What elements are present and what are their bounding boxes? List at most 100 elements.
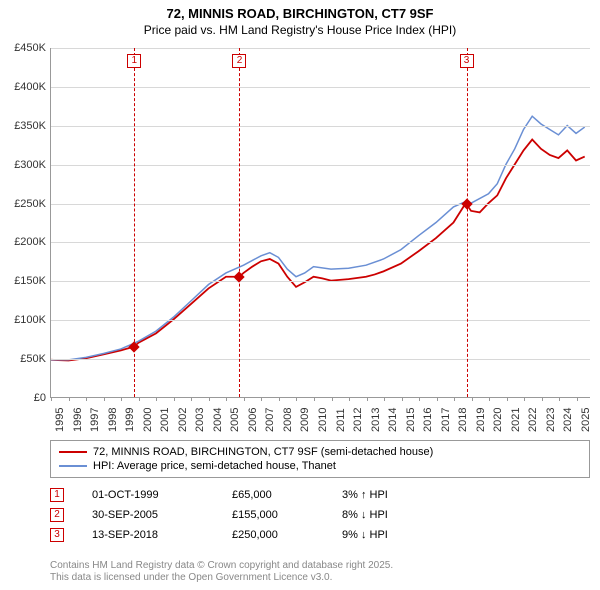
y-axis-label: £400K xyxy=(2,81,46,93)
event-row: 1 01-OCT-1999£65,0003% ↑ HPI xyxy=(50,485,462,505)
x-tick xyxy=(279,397,280,401)
x-tick xyxy=(104,397,105,401)
x-axis-label: 2025 xyxy=(580,408,592,432)
event-price: £155,000 xyxy=(232,509,342,521)
x-axis-label: 2022 xyxy=(527,408,539,432)
x-tick xyxy=(489,397,490,401)
x-axis-label: 2010 xyxy=(317,408,329,432)
event-row: 313-SEP-2018£250,0009% ↓ HPI xyxy=(50,525,462,545)
y-axis-label: £250K xyxy=(2,198,46,210)
y-axis-label: £200K xyxy=(2,236,46,248)
attribution-footer: Contains HM Land Registry data © Crown c… xyxy=(50,560,393,584)
x-axis-label: 1997 xyxy=(89,408,101,432)
x-tick xyxy=(209,397,210,401)
x-tick xyxy=(332,397,333,401)
x-axis-label: 2002 xyxy=(177,408,189,432)
x-tick xyxy=(51,397,52,401)
x-tick xyxy=(384,397,385,401)
legend-label: HPI: Average price, semi-detached house,… xyxy=(93,460,336,472)
x-tick xyxy=(174,397,175,401)
x-axis-label: 2005 xyxy=(229,408,241,432)
x-axis-label: 2003 xyxy=(194,408,206,432)
x-axis-label: 2012 xyxy=(352,408,364,432)
gridline xyxy=(51,359,590,360)
event-row: 230-SEP-2005£155,0008% ↓ HPI xyxy=(50,505,462,525)
gridline xyxy=(51,242,590,243)
x-axis-label: 2000 xyxy=(142,408,154,432)
legend-swatch xyxy=(59,465,87,467)
event-diff: 3% ↑ HPI xyxy=(342,489,462,501)
x-axis-label: 2019 xyxy=(475,408,487,432)
x-tick xyxy=(419,397,420,401)
gridline xyxy=(51,281,590,282)
x-tick xyxy=(244,397,245,401)
series-line xyxy=(51,116,585,360)
x-axis-label: 1999 xyxy=(124,408,136,432)
x-axis-label: 2015 xyxy=(405,408,417,432)
y-axis-label: £150K xyxy=(2,275,46,287)
x-axis-label: 2024 xyxy=(562,408,574,432)
chart-title: 72, MINNIS ROAD, BIRCHINGTON, CT7 9SF xyxy=(0,0,600,23)
x-axis-label: 2023 xyxy=(545,408,557,432)
event-marker-box: 2 xyxy=(232,54,246,68)
x-axis-label: 2007 xyxy=(264,408,276,432)
x-tick xyxy=(454,397,455,401)
x-tick xyxy=(524,397,525,401)
x-axis-label: 2016 xyxy=(422,408,434,432)
event-vline xyxy=(239,48,240,397)
x-axis-label: 2021 xyxy=(510,408,522,432)
event-vline xyxy=(467,48,468,397)
legend-label: 72, MINNIS ROAD, BIRCHINGTON, CT7 9SF (s… xyxy=(93,446,433,458)
x-tick xyxy=(191,397,192,401)
x-tick xyxy=(314,397,315,401)
gridline xyxy=(51,48,590,49)
x-axis-label: 1998 xyxy=(107,408,119,432)
event-number: 1 xyxy=(50,488,64,502)
event-number: 3 xyxy=(50,528,64,542)
gridline xyxy=(51,320,590,321)
x-axis-label: 2006 xyxy=(247,408,259,432)
chart-container: 72, MINNIS ROAD, BIRCHINGTON, CT7 9SF Pr… xyxy=(0,0,600,590)
x-tick xyxy=(367,397,368,401)
series-line xyxy=(51,140,585,361)
event-marker-box: 1 xyxy=(127,54,141,68)
event-date: 13-SEP-2018 xyxy=(92,529,232,541)
y-axis-label: £450K xyxy=(2,42,46,54)
x-tick xyxy=(86,397,87,401)
gridline xyxy=(51,126,590,127)
y-axis-label: £300K xyxy=(2,159,46,171)
x-tick xyxy=(402,397,403,401)
y-axis-label: £350K xyxy=(2,120,46,132)
x-axis-label: 1995 xyxy=(54,408,66,432)
x-tick xyxy=(226,397,227,401)
event-price: £65,000 xyxy=(232,489,342,501)
x-tick xyxy=(559,397,560,401)
x-tick xyxy=(139,397,140,401)
y-axis-label: £100K xyxy=(2,314,46,326)
x-tick xyxy=(349,397,350,401)
y-axis-label: £50K xyxy=(2,353,46,365)
x-tick xyxy=(156,397,157,401)
x-tick xyxy=(121,397,122,401)
gridline xyxy=(51,87,590,88)
x-axis-label: 2004 xyxy=(212,408,224,432)
x-axis-label: 2008 xyxy=(282,408,294,432)
x-tick xyxy=(507,397,508,401)
x-axis-label: 2020 xyxy=(492,408,504,432)
legend: 72, MINNIS ROAD, BIRCHINGTON, CT7 9SF (s… xyxy=(50,440,590,478)
event-marker-box: 3 xyxy=(460,54,474,68)
event-number: 2 xyxy=(50,508,64,522)
x-tick xyxy=(577,397,578,401)
events-table: 1 01-OCT-1999£65,0003% ↑ HPI 230-SEP-2005£… xyxy=(50,485,462,545)
x-tick xyxy=(261,397,262,401)
footer-line: Contains HM Land Registry data © Crown c… xyxy=(50,560,393,572)
x-axis-label: 2014 xyxy=(387,408,399,432)
plot-area: 1 2 3 xyxy=(50,48,590,398)
x-axis-label: 2017 xyxy=(440,408,452,432)
gridline xyxy=(51,204,590,205)
x-axis-label: 2013 xyxy=(370,408,382,432)
event-date: 01-OCT-1999 xyxy=(92,489,232,501)
legend-item: HPI: Average price, semi-detached house,… xyxy=(59,459,581,473)
x-axis-label: 2009 xyxy=(299,408,311,432)
x-tick xyxy=(296,397,297,401)
